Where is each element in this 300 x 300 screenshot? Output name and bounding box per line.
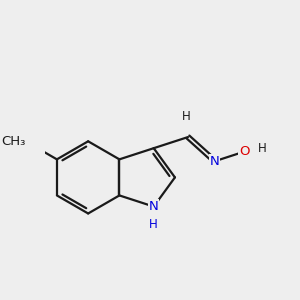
Text: H: H [182, 110, 190, 123]
Text: CH₃: CH₃ [1, 135, 26, 148]
Text: O: O [239, 145, 249, 158]
Text: N: N [210, 155, 220, 168]
Text: N: N [149, 200, 159, 213]
Text: H: H [258, 142, 266, 155]
Text: H: H [149, 218, 158, 231]
